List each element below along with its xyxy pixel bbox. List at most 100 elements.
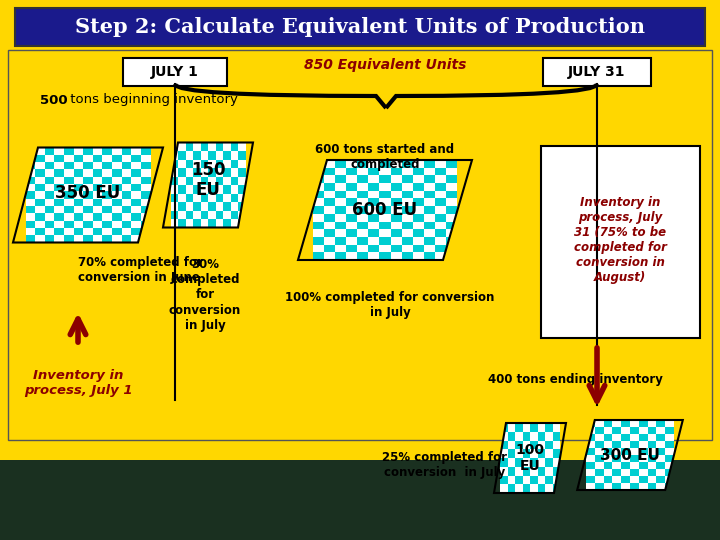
Polygon shape bbox=[657, 434, 665, 441]
Text: 70% completed for
conversion in June: 70% completed for conversion in June bbox=[78, 256, 203, 284]
Polygon shape bbox=[346, 160, 357, 168]
Polygon shape bbox=[538, 458, 545, 467]
Polygon shape bbox=[390, 160, 402, 168]
Polygon shape bbox=[335, 176, 346, 183]
Polygon shape bbox=[112, 220, 122, 228]
Polygon shape bbox=[193, 193, 200, 202]
Polygon shape bbox=[621, 455, 630, 462]
Polygon shape bbox=[178, 193, 186, 202]
Polygon shape bbox=[324, 191, 335, 199]
Polygon shape bbox=[112, 184, 122, 191]
Polygon shape bbox=[368, 160, 379, 168]
Polygon shape bbox=[64, 155, 73, 162]
Text: tons beginning inventory: tons beginning inventory bbox=[66, 93, 238, 106]
Polygon shape bbox=[665, 434, 674, 441]
Polygon shape bbox=[630, 455, 639, 462]
Polygon shape bbox=[171, 168, 178, 177]
Polygon shape bbox=[500, 423, 508, 432]
Polygon shape bbox=[230, 177, 238, 185]
Polygon shape bbox=[595, 455, 603, 462]
Polygon shape bbox=[424, 214, 435, 221]
Polygon shape bbox=[379, 230, 390, 237]
Polygon shape bbox=[639, 448, 647, 455]
Polygon shape bbox=[446, 176, 457, 183]
Polygon shape bbox=[64, 199, 73, 206]
Polygon shape bbox=[368, 183, 379, 191]
Polygon shape bbox=[413, 183, 424, 191]
Polygon shape bbox=[523, 484, 530, 493]
Polygon shape bbox=[324, 199, 335, 206]
Polygon shape bbox=[613, 434, 621, 441]
Polygon shape bbox=[200, 143, 208, 151]
Polygon shape bbox=[402, 245, 413, 252]
Polygon shape bbox=[131, 228, 141, 235]
Polygon shape bbox=[223, 177, 230, 185]
Polygon shape bbox=[530, 432, 538, 441]
Polygon shape bbox=[586, 441, 595, 448]
Polygon shape bbox=[112, 213, 122, 220]
Polygon shape bbox=[131, 213, 141, 220]
Polygon shape bbox=[112, 177, 122, 184]
Polygon shape bbox=[112, 228, 122, 235]
Polygon shape bbox=[193, 143, 200, 151]
Polygon shape bbox=[390, 191, 402, 199]
Polygon shape bbox=[54, 184, 64, 191]
Polygon shape bbox=[141, 206, 150, 213]
Polygon shape bbox=[639, 455, 647, 462]
Polygon shape bbox=[595, 427, 603, 434]
Polygon shape bbox=[102, 170, 112, 177]
Polygon shape bbox=[54, 213, 64, 220]
Polygon shape bbox=[35, 213, 45, 220]
Polygon shape bbox=[390, 252, 402, 260]
Polygon shape bbox=[312, 245, 324, 252]
Polygon shape bbox=[200, 177, 208, 185]
Polygon shape bbox=[312, 214, 324, 221]
Polygon shape bbox=[545, 432, 552, 441]
Polygon shape bbox=[73, 170, 84, 177]
Polygon shape bbox=[35, 191, 45, 199]
Polygon shape bbox=[238, 143, 246, 151]
Polygon shape bbox=[45, 199, 54, 206]
Polygon shape bbox=[193, 159, 200, 168]
FancyBboxPatch shape bbox=[15, 8, 705, 46]
Polygon shape bbox=[238, 219, 246, 227]
Polygon shape bbox=[102, 147, 112, 155]
Polygon shape bbox=[390, 230, 402, 237]
Polygon shape bbox=[112, 155, 122, 162]
Polygon shape bbox=[500, 467, 508, 476]
Polygon shape bbox=[595, 476, 603, 483]
Polygon shape bbox=[379, 237, 390, 245]
Polygon shape bbox=[208, 177, 215, 185]
Polygon shape bbox=[64, 184, 73, 191]
Polygon shape bbox=[402, 237, 413, 245]
Polygon shape bbox=[639, 469, 647, 476]
Polygon shape bbox=[324, 221, 335, 229]
Polygon shape bbox=[446, 245, 457, 252]
Polygon shape bbox=[45, 220, 54, 228]
Polygon shape bbox=[54, 177, 64, 184]
Polygon shape bbox=[508, 441, 515, 449]
Polygon shape bbox=[45, 177, 54, 184]
Polygon shape bbox=[73, 228, 84, 235]
Polygon shape bbox=[131, 184, 141, 191]
Polygon shape bbox=[639, 427, 647, 434]
Polygon shape bbox=[586, 476, 595, 483]
Polygon shape bbox=[665, 441, 674, 448]
Polygon shape bbox=[122, 199, 131, 206]
Polygon shape bbox=[230, 143, 238, 151]
Polygon shape bbox=[122, 191, 131, 199]
Polygon shape bbox=[586, 462, 595, 469]
Polygon shape bbox=[368, 252, 379, 260]
Polygon shape bbox=[515, 423, 523, 432]
Polygon shape bbox=[193, 185, 200, 193]
Polygon shape bbox=[215, 177, 223, 185]
Polygon shape bbox=[413, 245, 424, 252]
Polygon shape bbox=[368, 176, 379, 183]
Polygon shape bbox=[402, 168, 413, 176]
Polygon shape bbox=[238, 159, 246, 168]
Polygon shape bbox=[312, 252, 324, 260]
Polygon shape bbox=[552, 476, 560, 484]
Polygon shape bbox=[171, 202, 178, 211]
Polygon shape bbox=[102, 199, 112, 206]
Polygon shape bbox=[446, 237, 457, 245]
